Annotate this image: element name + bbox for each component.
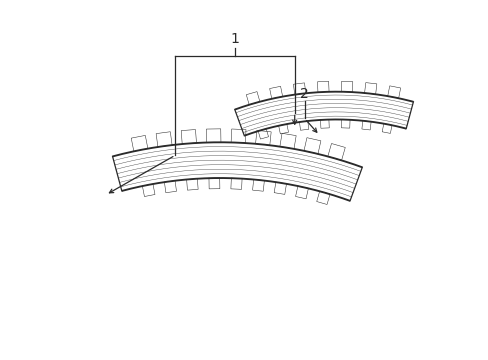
- Text: 1: 1: [230, 32, 239, 46]
- Text: 2: 2: [300, 87, 308, 100]
